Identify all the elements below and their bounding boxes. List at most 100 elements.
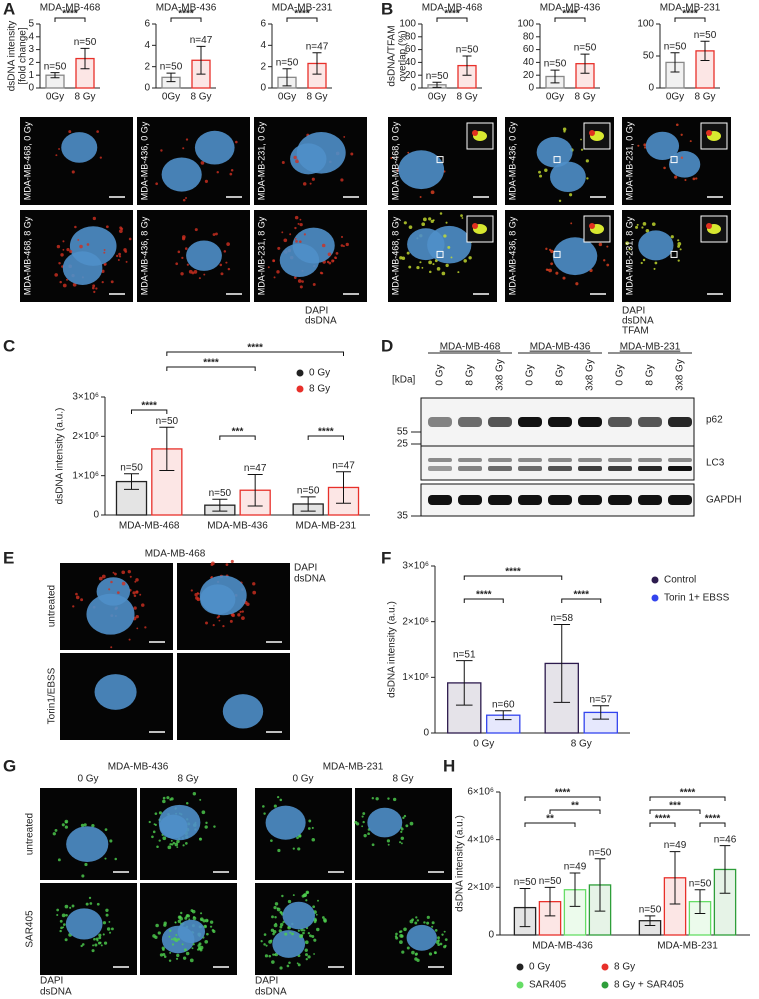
- y-axis-label: dsDNA intensity (a.u.): [455, 815, 466, 912]
- y-tick-label: 5: [28, 19, 34, 30]
- signal-dot: [57, 858, 61, 862]
- nucleus: [66, 826, 109, 863]
- band: [518, 495, 542, 505]
- signal-dot: [580, 148, 584, 151]
- signal-dot: [213, 825, 216, 828]
- band: [608, 495, 632, 505]
- signal-dot: [216, 616, 219, 619]
- significance-label: ****: [141, 401, 157, 412]
- micrograph: [40, 788, 137, 880]
- row-label: Torin1/EBSS: [47, 667, 58, 724]
- legend-label: 8 Gy: [614, 962, 635, 973]
- y-tick-label: 2×10⁶: [72, 431, 99, 442]
- signal-dot: [218, 619, 221, 622]
- signal-dot: [292, 847, 295, 850]
- signal-dot: [162, 796, 166, 800]
- signal-dot: [426, 921, 430, 925]
- signal-dot: [58, 148, 61, 150]
- signal-dot: [182, 147, 185, 150]
- signal-dot: [273, 804, 277, 808]
- signal-dot: [272, 259, 276, 263]
- row-label: untreated: [47, 585, 58, 627]
- legend-label: Control: [664, 575, 696, 586]
- signal-dot: [177, 937, 181, 941]
- signal-dot: [401, 950, 405, 954]
- signal-dot: [311, 837, 316, 842]
- signal-dot: [403, 927, 407, 932]
- nucleus: [194, 130, 235, 165]
- signal-dot: [98, 933, 102, 937]
- y-axis-label: dsDNA intensity (a.u.): [55, 408, 66, 505]
- signal-dot: [205, 821, 208, 825]
- nucleus: [367, 807, 403, 838]
- signal-dot: [158, 839, 161, 842]
- panel-title: MDA-MB-231: [323, 762, 384, 773]
- signal-dot: [311, 935, 315, 939]
- signal-dot: [363, 834, 367, 838]
- signal-dot: [447, 245, 451, 249]
- legend-label: dsDNA: [294, 574, 326, 585]
- signal-dot: [169, 929, 172, 932]
- signal-dot: [177, 915, 182, 919]
- signal-dot: [423, 921, 426, 924]
- signal-dot: [64, 904, 69, 909]
- error-bar: [282, 68, 292, 87]
- panel-label: E: [3, 548, 14, 567]
- signal-dot: [101, 280, 104, 284]
- x-tick-label: 0Gy: [666, 92, 684, 103]
- signal-dot: [80, 823, 85, 828]
- signal-dot: [182, 844, 185, 847]
- signal-dot: [229, 619, 233, 623]
- signal-dot: [437, 936, 440, 940]
- legend-swatch: [296, 385, 304, 393]
- y-tick-label: 2: [28, 57, 34, 68]
- nucleus: [62, 251, 103, 285]
- nucleus: [61, 132, 98, 163]
- y-tick-label: 0: [260, 83, 266, 94]
- signal-dot: [415, 916, 418, 919]
- x-tick-label: 0Gy: [546, 92, 564, 103]
- panel-label: F: [381, 548, 391, 567]
- n-label: n=50: [544, 59, 567, 70]
- signal-dot: [548, 268, 552, 273]
- micrograph: [255, 883, 352, 975]
- legend-label: dsDNA: [40, 987, 72, 998]
- error-bar: [123, 473, 140, 490]
- signal-dot: [283, 238, 288, 243]
- error-bar: [594, 858, 606, 912]
- signal-dot: [60, 926, 63, 930]
- signal-dot: [642, 258, 646, 262]
- signal-dot: [204, 939, 209, 944]
- signal-dot: [569, 193, 573, 197]
- signal-dot: [545, 247, 548, 251]
- signal-dot: [177, 919, 181, 923]
- signal-dot: [181, 256, 184, 259]
- error-bar: [300, 496, 316, 512]
- y-tick-label: 0: [93, 510, 99, 521]
- lane-label: 8 Gy: [645, 364, 656, 385]
- signal-dot: [641, 226, 644, 229]
- signal-dot: [209, 920, 214, 924]
- signal-dot: [550, 262, 554, 266]
- signal-dot: [444, 938, 448, 942]
- signal-dot: [96, 130, 99, 133]
- signal-dot: [444, 944, 447, 947]
- y-tick-label: 6×10⁶: [467, 787, 494, 798]
- n-label: n=57: [589, 694, 612, 705]
- signal-dot: [635, 225, 639, 229]
- band: [668, 458, 692, 462]
- signal-dot: [293, 276, 297, 279]
- legend-label: TFAM: [622, 326, 649, 337]
- signal-dot: [185, 951, 190, 956]
- signal-dot: [305, 899, 308, 902]
- error-bar: [700, 40, 710, 61]
- nucleus: [86, 593, 135, 635]
- signal-dot: [295, 240, 298, 243]
- signal-dot: [323, 918, 327, 922]
- signal-dot: [434, 929, 438, 932]
- y-tick-label: 0: [423, 728, 429, 739]
- signal-dot: [112, 571, 115, 574]
- signal-dot: [192, 916, 197, 921]
- signal-dot: [83, 823, 87, 827]
- signal-dot: [89, 902, 93, 905]
